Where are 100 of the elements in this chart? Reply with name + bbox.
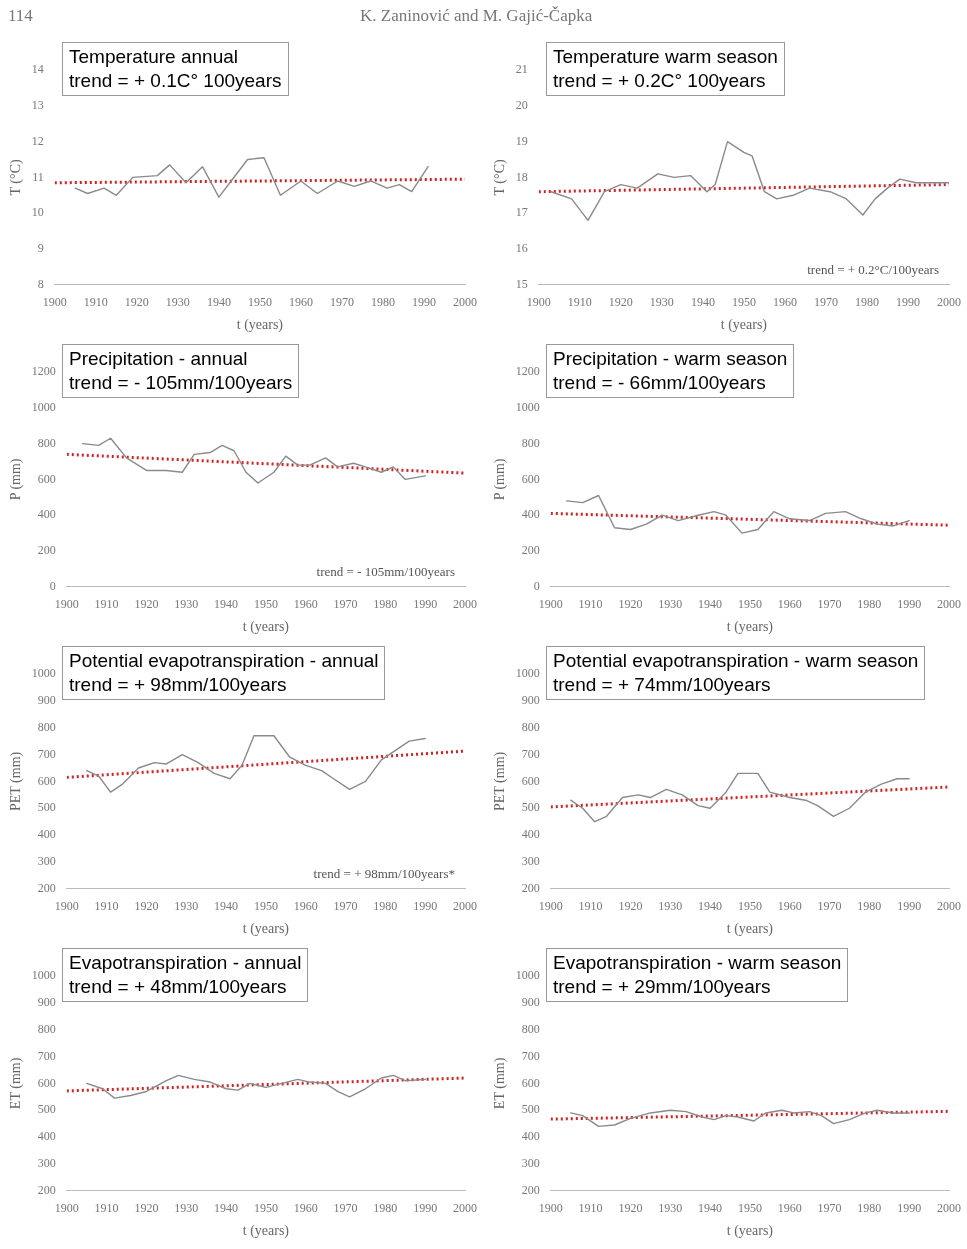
y-tick-label: 14 xyxy=(31,62,44,77)
chart-subtitle: trend = + 74mm/100years xyxy=(553,673,772,697)
x-tick-label: 1940 xyxy=(214,1201,239,1216)
x-tick-label: 1920 xyxy=(618,899,643,914)
y-tick-label: 700 xyxy=(37,746,56,761)
chart-subtitle: trend = + 29mm/100years xyxy=(553,975,772,999)
x-tick-label: 1900 xyxy=(526,295,551,310)
x-tick-label: 1970 xyxy=(813,295,838,310)
y-tick-label: 11 xyxy=(32,169,44,184)
x-tick-label: 1980 xyxy=(373,597,398,612)
y-axis-title: ET (mm) xyxy=(492,1057,509,1110)
y-axis-title: T (°C) xyxy=(8,159,25,196)
chart-subtitle: trend = + 98mm/100years xyxy=(69,673,288,697)
x-tick-label: 1900 xyxy=(42,295,67,310)
y-tick-label: 700 xyxy=(521,746,540,761)
y-tick-label: 15 xyxy=(515,276,528,291)
x-tick-label: 1950 xyxy=(253,597,278,612)
y-tick-label: 500 xyxy=(37,1102,56,1117)
x-tick-label: 1960 xyxy=(293,597,318,612)
x-tick-label: 1940 xyxy=(698,597,723,612)
y-axis-title: PET (mm) xyxy=(8,751,25,812)
x-tick-label: 1900 xyxy=(54,1201,79,1216)
x-tick-label: 1960 xyxy=(288,295,313,310)
y-tick-label: 900 xyxy=(37,693,56,708)
y-tick-label: 600 xyxy=(521,471,540,486)
x-axis-title: t (years) xyxy=(242,619,290,636)
y-tick-label: 17 xyxy=(515,205,528,220)
x-tick-label: 1990 xyxy=(413,1201,438,1216)
y-tick-label: 200 xyxy=(37,880,56,895)
x-tick-label: 1910 xyxy=(94,597,119,612)
y-axis-title: T (°C) xyxy=(492,159,509,196)
x-tick-label: 1910 xyxy=(578,1201,603,1216)
y-tick-label: 400 xyxy=(37,1129,56,1144)
x-tick-label: 1950 xyxy=(737,597,762,612)
y-tick-label: 600 xyxy=(37,1075,56,1090)
x-tick-label: 1990 xyxy=(413,899,438,914)
y-tick-label: 500 xyxy=(521,1102,540,1117)
y-tick-label: 800 xyxy=(521,435,540,450)
y-tick-label: 200 xyxy=(521,1182,540,1197)
y-tick-label: 0 xyxy=(49,578,56,593)
y-tick-label: 10 xyxy=(31,205,44,220)
y-tick-label: 0 xyxy=(533,578,540,593)
y-tick-label: 18 xyxy=(515,169,528,184)
y-tick-label: 21 xyxy=(515,62,528,77)
x-tick-label: 1910 xyxy=(94,1201,119,1216)
x-tick-label: 2000 xyxy=(453,295,477,310)
x-tick-label: 1970 xyxy=(333,597,358,612)
x-tick-label: 1940 xyxy=(698,899,723,914)
x-tick-label: 1900 xyxy=(538,1201,563,1216)
y-tick-label: 700 xyxy=(521,1048,540,1063)
x-tick-label: 1980 xyxy=(857,1201,882,1216)
y-tick-label: 500 xyxy=(521,800,540,815)
y-tick-label: 9 xyxy=(37,241,44,256)
x-tick-label: 1990 xyxy=(897,597,922,612)
annotation: trend = - 105mm/100years xyxy=(316,563,455,579)
x-tick-label: 1940 xyxy=(214,597,239,612)
x-tick-label: 1910 xyxy=(94,899,119,914)
y-tick-label: 1000 xyxy=(31,666,56,681)
annotation: trend = + 0.2°C/100years xyxy=(807,261,939,277)
x-tick-label: 1920 xyxy=(134,899,159,914)
x-tick-label: 1900 xyxy=(54,899,79,914)
x-tick-label: 1950 xyxy=(253,1201,278,1216)
x-axis-title: t (years) xyxy=(720,317,768,334)
y-tick-label: 19 xyxy=(515,133,528,148)
y-tick-label: 300 xyxy=(37,1156,56,1171)
y-tick-label: 200 xyxy=(37,543,56,558)
x-tick-label: 2000 xyxy=(937,1201,961,1216)
x-tick-label: 1910 xyxy=(83,295,108,310)
x-axis-title: t (years) xyxy=(726,1223,774,1240)
chart-title: Potential evapotranspiration - warm season xyxy=(553,649,919,673)
x-tick-label: 1910 xyxy=(567,295,592,310)
x-axis-title: t (years) xyxy=(726,921,774,938)
x-tick-label: 1930 xyxy=(658,1201,683,1216)
x-tick-label: 1960 xyxy=(777,597,802,612)
x-tick-label: 1960 xyxy=(777,899,802,914)
x-axis-title: t (years) xyxy=(236,317,284,334)
x-tick-label: 1980 xyxy=(857,597,882,612)
x-tick-label: 2000 xyxy=(937,899,961,914)
chart-title: Evapotranspiration - warm season xyxy=(553,951,842,975)
x-tick-label: 1970 xyxy=(817,1201,842,1216)
y-tick-label: 1200 xyxy=(515,364,540,379)
y-tick-label: 900 xyxy=(37,995,56,1010)
x-tick-label: 1930 xyxy=(174,899,199,914)
y-tick-label: 600 xyxy=(37,471,56,486)
x-tick-label: 1970 xyxy=(333,899,358,914)
y-tick-label: 800 xyxy=(521,719,540,734)
chart-title: Precipitation - annual xyxy=(69,347,249,371)
y-tick-label: 600 xyxy=(521,1075,540,1090)
annotation: trend = + 98mm/100years* xyxy=(313,865,455,881)
x-tick-label: 1900 xyxy=(538,597,563,612)
y-tick-label: 400 xyxy=(521,827,540,842)
y-tick-label: 1000 xyxy=(515,968,540,983)
x-tick-label: 1940 xyxy=(206,295,231,310)
x-tick-label: 1920 xyxy=(134,597,159,612)
x-tick-label: 1950 xyxy=(247,295,272,310)
x-tick-label: 1940 xyxy=(698,1201,723,1216)
x-tick-label: 1970 xyxy=(333,1201,358,1216)
chart-subtitle: trend = + 0.1C° 100years xyxy=(69,69,282,93)
x-tick-label: 1920 xyxy=(134,1201,159,1216)
x-tick-label: 1920 xyxy=(608,295,633,310)
